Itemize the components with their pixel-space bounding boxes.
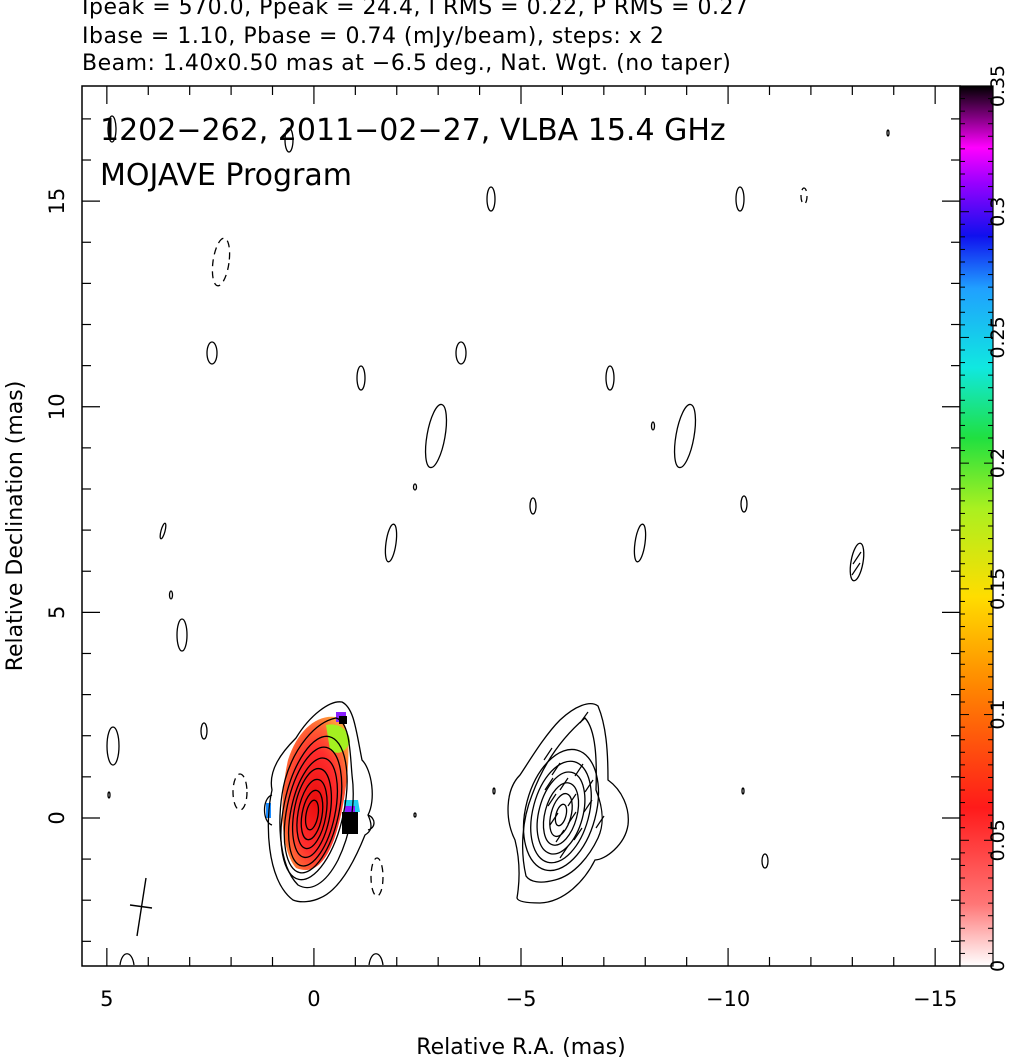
colorbar-tick-label: 0.2 xyxy=(987,448,1009,478)
colorbar-tick-label: 0.1 xyxy=(987,699,1009,729)
y-axis-label: Relative Declination (mas) xyxy=(3,381,28,672)
noise-contours xyxy=(106,115,890,966)
x-tick-label: 0 xyxy=(307,987,320,1011)
jet-contours xyxy=(507,703,629,904)
core-contours xyxy=(263,701,375,903)
y-tick-label: 5 xyxy=(45,606,69,619)
y-tick-label: 0 xyxy=(45,811,69,824)
header-line-1: Ipeak = 570.0, Ppeak = 24.4, I RMS = 0.2… xyxy=(82,0,749,20)
colorbar-ticks xyxy=(960,85,993,967)
axis-ticks xyxy=(82,86,960,966)
plot-subtitle: MOJAVE Program xyxy=(100,158,352,193)
colorbar-tick-label: 0.25 xyxy=(987,316,1009,358)
colorbar-tick-label: 0.15 xyxy=(987,568,1009,610)
negative-contours xyxy=(211,187,808,897)
colorbar-labels: 0 0.05 0.1 0.15 0.2 0.25 0.3 0.35 xyxy=(987,65,1009,972)
y-tick-label: 15 xyxy=(45,188,69,215)
axis-tick-labels: 5 0 −5 −10 −15 0 5 10 15 xyxy=(45,188,957,1011)
x-tick-label: −5 xyxy=(506,987,537,1011)
plot-frame xyxy=(81,85,961,967)
y-tick-label: 10 xyxy=(45,393,69,420)
x-axis-label: Relative R.A. (mas) xyxy=(416,1035,625,1060)
x-tick-label: −15 xyxy=(913,987,957,1011)
colorbar-tick-label: 0 xyxy=(987,960,1009,972)
beam-symbol xyxy=(129,877,153,937)
x-tick-label: 5 xyxy=(100,987,113,1011)
colorbar-tick-label: 0.3 xyxy=(987,197,1009,227)
header-line-3: Beam: 1.40x0.50 mas at −6.5 deg., Nat. W… xyxy=(82,51,732,76)
colorbar xyxy=(959,85,994,967)
colorbar-tick-label: 0.05 xyxy=(987,819,1009,861)
header-line-2: Ibase = 1.10, Pbase = 0.74 (mJy/beam), s… xyxy=(82,24,665,49)
x-tick-label: −10 xyxy=(706,987,750,1011)
plot-title: 1202−262, 2011−02−27, VLBA 15.4 GHz xyxy=(100,113,726,148)
colorbar-tick-label: 0.35 xyxy=(987,65,1009,107)
polarization-vectors xyxy=(543,551,862,859)
